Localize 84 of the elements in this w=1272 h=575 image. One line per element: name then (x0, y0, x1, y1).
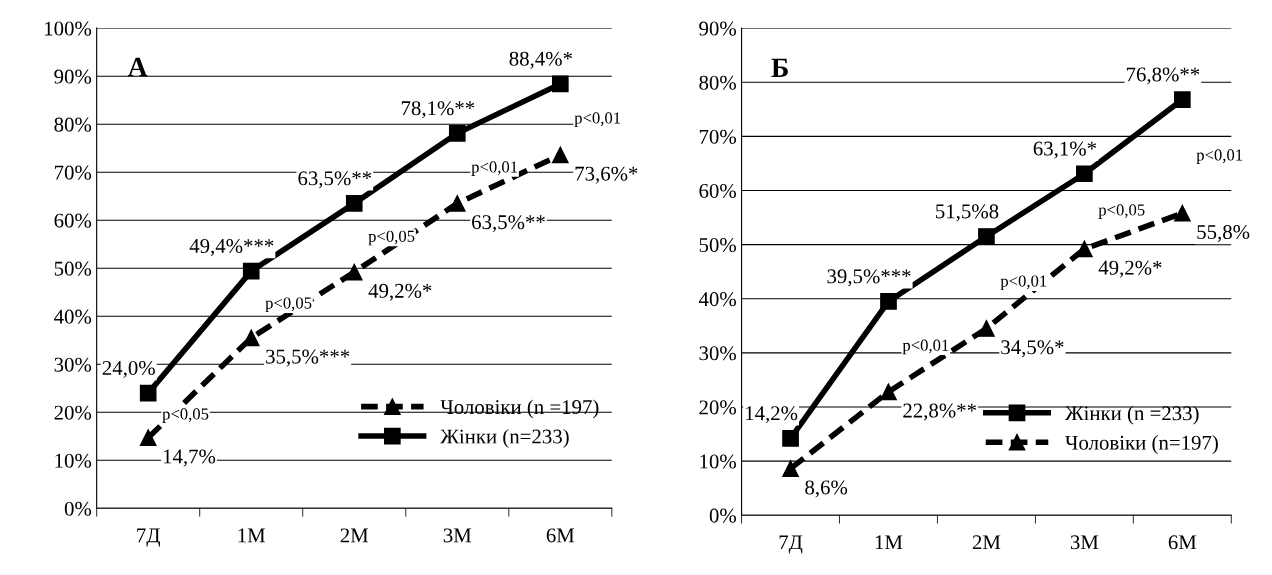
text: А (127, 57, 148, 77)
text: Б (771, 58, 788, 77)
annotation: p<0,05 (368, 230, 415, 246)
y-tick-label: 100% (45, 21, 92, 36)
y-tick-label: 50% (699, 238, 737, 253)
x-tick-label: 7Д (779, 535, 803, 554)
y-tick-label: 80% (699, 75, 737, 90)
y-tick-label: 40% (54, 309, 92, 324)
data-label: 8,6% (805, 480, 848, 498)
y-tick-label: 70% (699, 129, 737, 144)
data-label: 88,4%* (509, 51, 572, 69)
point (242, 262, 260, 280)
data-label: 14,7% (163, 449, 216, 467)
point (978, 320, 995, 337)
data-label: 49,2%* (368, 283, 432, 301)
y-tick-label: 10% (55, 453, 92, 468)
point (1173, 91, 1191, 108)
point (139, 384, 157, 402)
legend-label: Жінки (n=233) (440, 428, 569, 448)
annotation: p<0,01 (1000, 275, 1047, 291)
point (1173, 204, 1191, 222)
legend-label: Жінки (n =233) (1064, 405, 1199, 425)
data-label: 24,0% (102, 360, 155, 378)
point (782, 460, 799, 477)
x-tick-label: 3М (443, 528, 472, 543)
y-tick-label: 80% (54, 117, 92, 132)
data-label: 51,5%8 (936, 204, 999, 222)
data-label: 14,2% (746, 406, 798, 424)
point (880, 293, 897, 310)
y-tick-label: 60% (54, 213, 92, 228)
point (345, 263, 363, 281)
y-tick-label: 0% (709, 508, 737, 523)
point (448, 124, 466, 142)
data-label: 76,8%** (1126, 67, 1200, 85)
data-label: 34,5%* (1001, 340, 1064, 358)
y-tick-label: 0% (64, 501, 92, 516)
point (345, 195, 363, 212)
annotation: p<0,01 (574, 112, 621, 127)
y-tick-label: 60% (699, 183, 737, 199)
y-tick-label: 90% (699, 21, 737, 36)
point (880, 383, 897, 401)
data-label: 55,8% (1197, 224, 1250, 243)
data-label: 78,1%** (401, 101, 475, 119)
y-tick-label: 20% (699, 400, 737, 415)
data-label: 49,4%*** (189, 238, 274, 256)
x-tick-label: 2М (340, 528, 369, 543)
y-tick-label: 10% (700, 454, 737, 469)
data-label: 39,5%*** (827, 269, 911, 287)
point (551, 146, 569, 164)
annotation: p<0,01 (1196, 149, 1243, 164)
point (551, 75, 569, 93)
data-label: 63,5%** (298, 171, 372, 189)
data-label: 35,5%*** (266, 349, 350, 367)
x-tick-label: 3М (1070, 535, 1099, 550)
y-tick-label: 70% (55, 165, 92, 180)
x-tick-label: 6М (1168, 535, 1197, 550)
annotation: p<0,05 (162, 408, 209, 423)
y-tick-label: 50% (54, 261, 92, 276)
y-tick-label: 20% (54, 405, 92, 420)
point (1076, 165, 1093, 183)
annotation: p<0,01 (471, 161, 518, 176)
point (139, 429, 157, 447)
annotation: p<0,05 (265, 297, 312, 313)
y-tick-label: 90% (54, 69, 92, 84)
point (448, 195, 466, 212)
legend-label: Чоловіки (n=197) (1065, 435, 1218, 454)
x-tick-label: 1М (875, 535, 903, 550)
annotation: p<0,05 (1098, 204, 1145, 219)
y-tick-label: 30% (54, 357, 92, 372)
x-tick-label: 2М (972, 535, 1001, 550)
data-label: 22,8%** (903, 403, 977, 421)
x-tick-label: 6М (546, 528, 575, 543)
data-label: 63,5%** (472, 215, 545, 233)
point (1076, 240, 1093, 258)
y-tick-label: 30% (699, 346, 737, 361)
annotation: p<0,01 (902, 339, 949, 355)
y-tick-label: 40% (698, 292, 737, 307)
point (978, 228, 995, 245)
x-tick-label: 7Д (137, 528, 160, 547)
point (782, 430, 799, 447)
data-label: 73,6%* (575, 166, 638, 184)
data-label: 49,2%* (1098, 260, 1162, 278)
data-label: 63,1%* (1033, 141, 1097, 159)
x-tick-label: 1М (238, 528, 266, 543)
